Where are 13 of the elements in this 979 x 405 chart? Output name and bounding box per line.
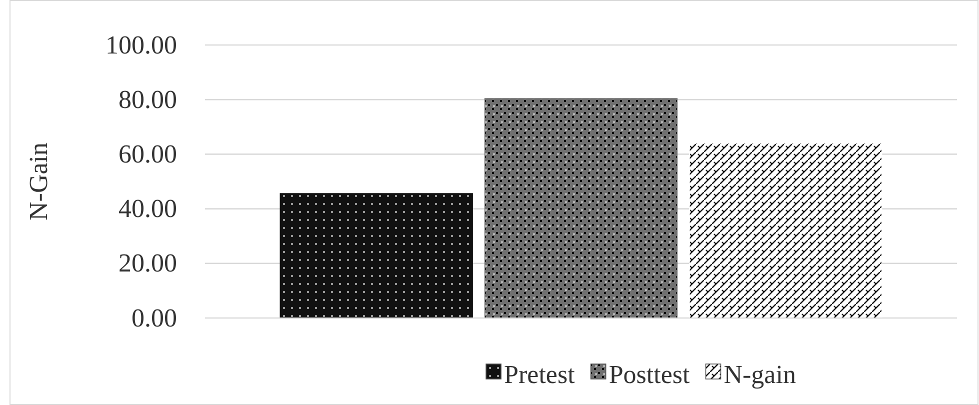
legend-label: Pretest: [504, 360, 576, 389]
bar: [484, 98, 678, 318]
y-tick-label: 0.00: [132, 303, 177, 332]
y-axis-title: N-Gain: [24, 142, 53, 220]
y-tick-label: 40.00: [118, 194, 177, 224]
bar: [280, 193, 473, 318]
y-tick-label: 60.00: [118, 140, 177, 169]
y-tick-label: 20.00: [118, 248, 177, 278]
legend-label: N-gain: [724, 360, 796, 389]
y-tick-label: 100.00: [106, 30, 177, 60]
y-tick-label: 80.00: [118, 84, 177, 114]
legend-label: Posttest: [608, 360, 691, 389]
bar: [689, 142, 882, 318]
